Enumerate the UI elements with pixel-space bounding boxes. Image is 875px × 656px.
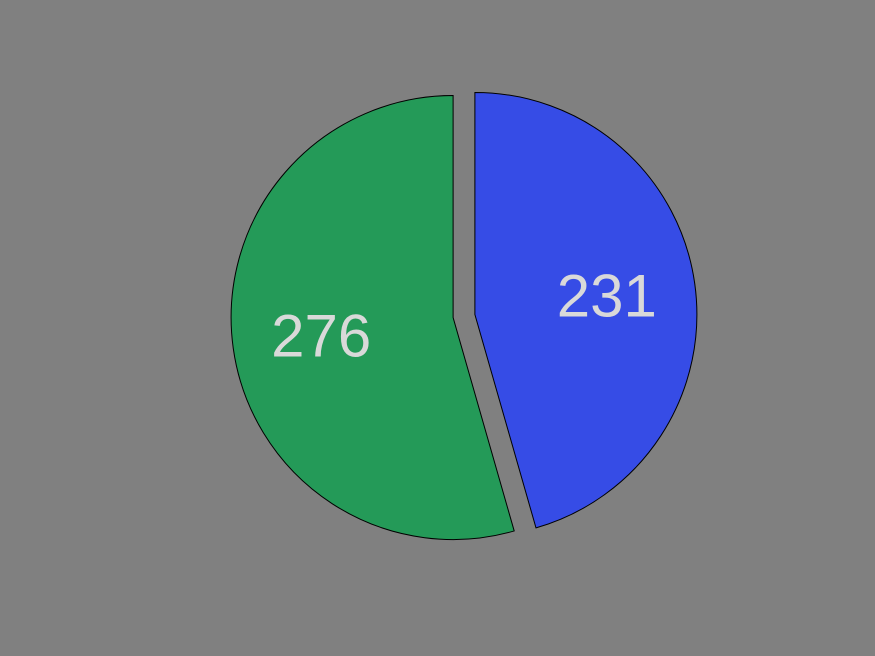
pie-slice-1 — [474, 91, 698, 529]
pie-labels: 276 231 — [271, 262, 657, 369]
pie-slice-label-0: 276 — [271, 303, 371, 370]
pie-slice-label-1: 231 — [557, 262, 657, 329]
pie-slice-0 — [230, 95, 515, 541]
pie-slices — [230, 91, 698, 541]
